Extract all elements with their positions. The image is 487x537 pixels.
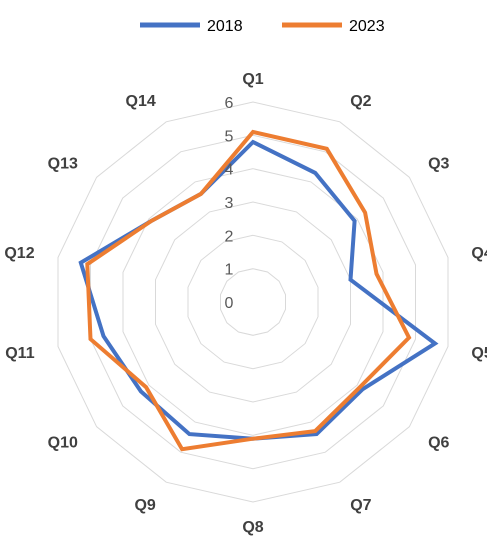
category-label-Q9: Q9: [134, 497, 155, 514]
tick-label-2: 2: [225, 228, 234, 245]
category-labels: Q1 Q2 Q3 Q4 Q5 Q6 Q7 Q8 Q9 Q10 Q11 Q12 Q13 Q14: [4, 71, 487, 536]
category-label-Q10: Q10: [48, 435, 78, 452]
category-label-Q2: Q2: [350, 93, 371, 110]
series-group: [78, 129, 439, 452]
grid-ring-4: [122, 168, 384, 436]
category-label-Q1: Q1: [242, 71, 263, 88]
tick-label-1: 1: [225, 262, 234, 279]
category-label-Q11: Q11: [5, 345, 34, 362]
category-label-Q13: Q13: [48, 155, 78, 172]
tick-label-3: 3: [225, 195, 234, 212]
category-label-Q8: Q8: [242, 519, 263, 536]
category-label-Q14: Q14: [126, 93, 156, 110]
category-label-Q3: Q3: [428, 155, 449, 172]
category-label-Q12: Q12: [4, 245, 34, 262]
category-label-Q6: Q6: [428, 435, 449, 452]
tick-label-6: 6: [225, 95, 234, 112]
radial-tick-labels: 0 1 2 3 4 5 6: [225, 95, 234, 312]
category-label-Q7: Q7: [350, 497, 371, 514]
tick-label-0: 0: [225, 295, 234, 312]
legend-label-2023: 2023: [349, 18, 385, 35]
grid-ring-5: [90, 134, 416, 470]
legend: 2018 2023: [140, 18, 385, 35]
grid-ring-2: [187, 234, 319, 370]
series-line-2018: [78, 139, 439, 441]
tick-label-4: 4: [225, 162, 234, 179]
grid-ring-3: [155, 201, 351, 403]
legend-label-2018: 2018: [207, 18, 243, 35]
radar-grid: [57, 101, 449, 503]
category-label-Q4: Q4: [471, 245, 487, 262]
tick-label-5: 5: [225, 128, 234, 145]
category-label-Q5: Q5: [471, 345, 487, 362]
grid-ring-1: [220, 268, 286, 336]
grid-ring-6: [57, 101, 449, 503]
